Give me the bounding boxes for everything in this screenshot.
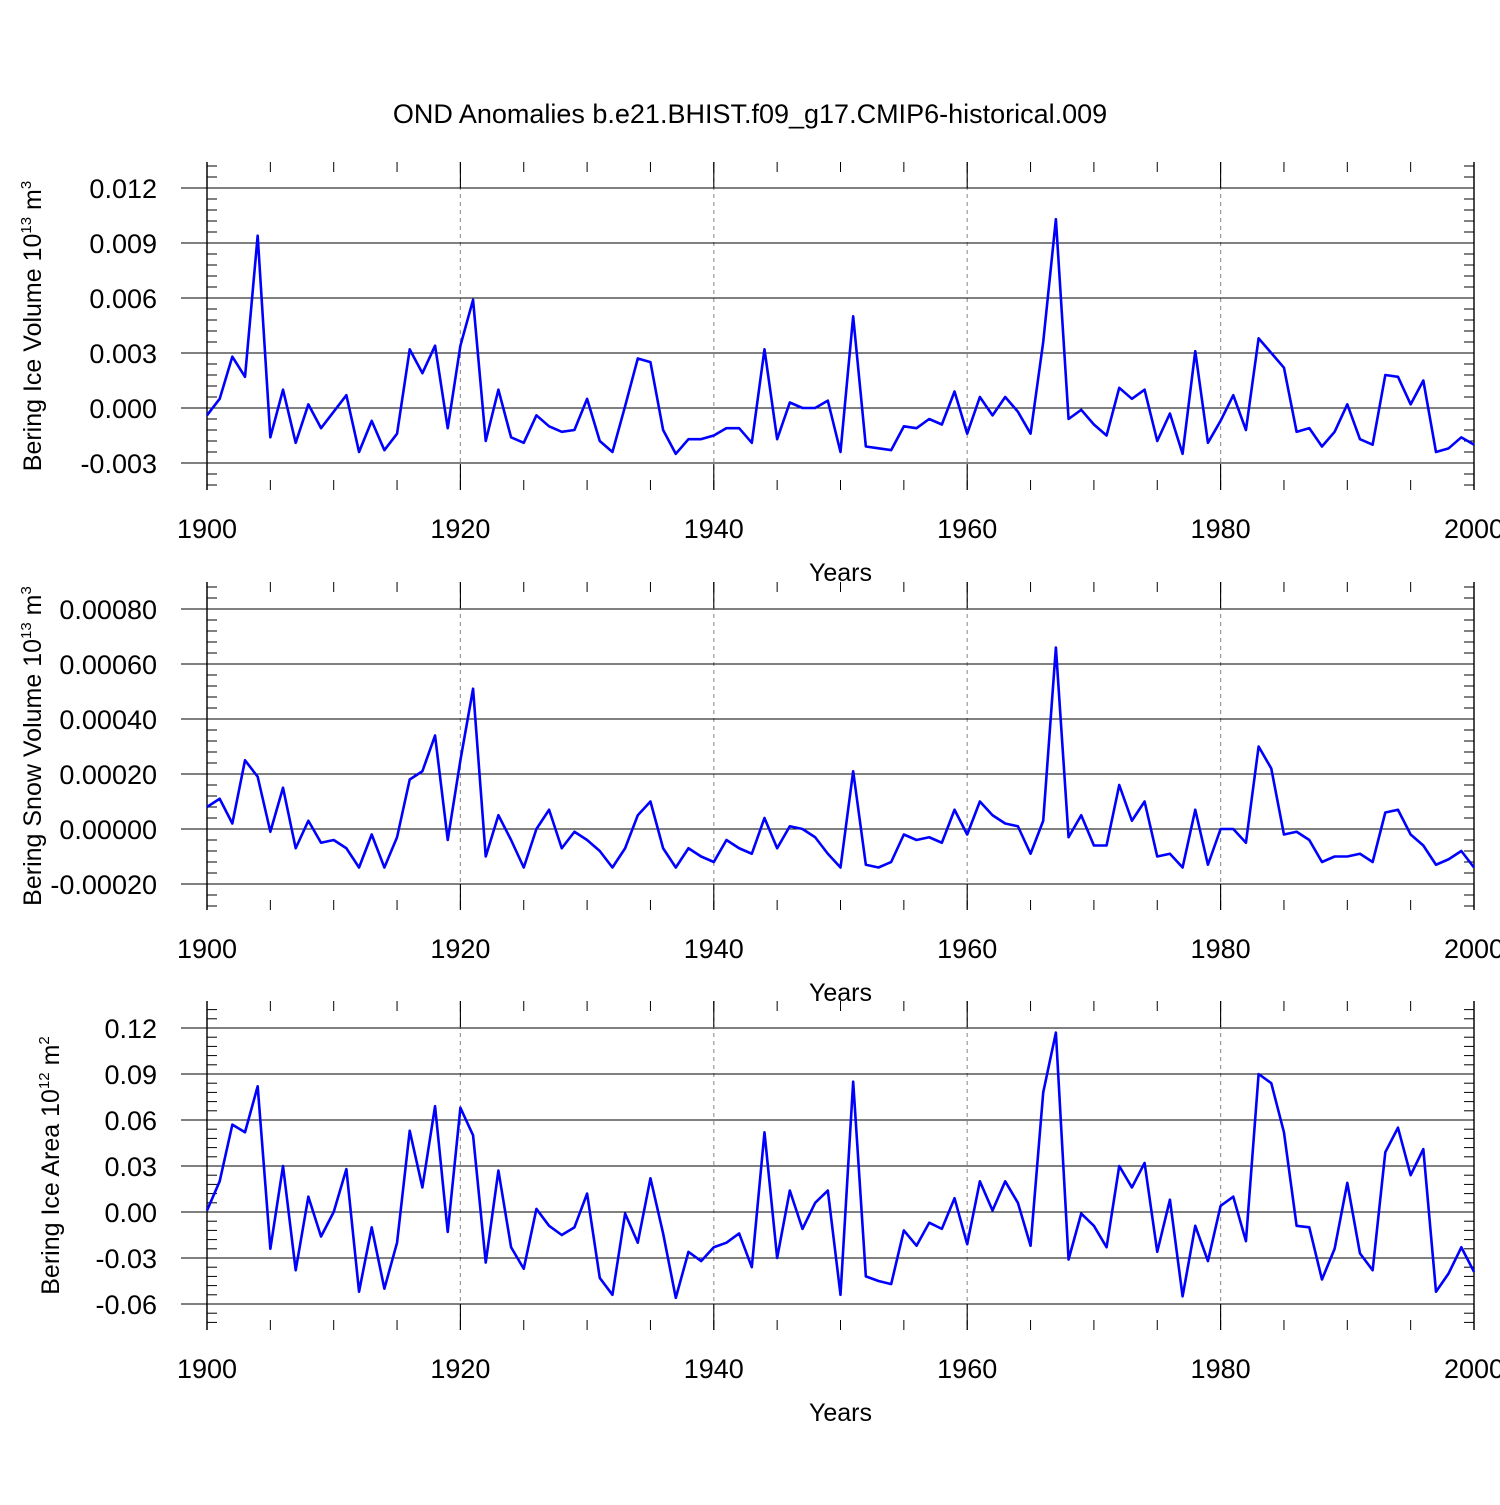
- y-axis-title-unit-exponent: 3: [18, 181, 35, 189]
- panel-snow-volume: -0.00020 0.00000 0.00020 0.00040 0.00060 0.00…: [18, 582, 1500, 1007]
- y-tick-label: 0.00080: [59, 595, 157, 625]
- x-tick-label: 1960: [937, 514, 997, 544]
- y-tick-label: 0.00000: [59, 815, 157, 845]
- x-axis-title: Years: [809, 1399, 872, 1427]
- x-tick-label: 2000: [1444, 1354, 1500, 1384]
- y-tick-label: 0.00040: [59, 705, 157, 735]
- y-tick-label: -0.003: [80, 449, 157, 479]
- y-tick-label: 0.003: [89, 339, 157, 369]
- y-axis-title: Bering Snow Volume 1013 m3: [18, 586, 47, 906]
- y-tick-label: 0.03: [104, 1152, 157, 1182]
- x-tick-label: 1920: [430, 514, 490, 544]
- y-tick-label: 0.012: [89, 174, 157, 204]
- y-axis-title-exponent: 12: [36, 1072, 53, 1089]
- y-tick-label: -0.06: [95, 1290, 157, 1320]
- x-tick-label: 1900: [177, 1354, 237, 1384]
- y-tick-label: 0.00020: [59, 760, 157, 790]
- y-axis-title-exponent: 13: [18, 622, 35, 639]
- x-tick-label: 2000: [1444, 934, 1500, 964]
- y-tick-label: 0.009: [89, 229, 157, 259]
- panel-ice-area: -0.06 -0.03 0.00 0.03 0.06 0.09 0.12 1900 1920 19…: [36, 1001, 1500, 1427]
- x-tick-label: 1940: [684, 1354, 744, 1384]
- y-axis-title-unit: m: [19, 189, 47, 217]
- series-line: [206, 646, 1476, 869]
- x-tick-label: 1900: [177, 514, 237, 544]
- y-tick-label: 0.00: [104, 1198, 157, 1228]
- x-tick-label: 1980: [1191, 1354, 1251, 1384]
- y-axis-title-text: Bering Ice Volume 10: [19, 234, 47, 472]
- panel-ice-volume: -0.003 0.000 0.003 0.006 0.009 0.012 1900 1920 1…: [18, 162, 1500, 587]
- y-axis-title-text: Bering Snow Volume 10: [19, 639, 47, 906]
- y-axis-title-text: Bering Ice Area 10: [37, 1089, 65, 1295]
- x-tick-label: 1900: [177, 934, 237, 964]
- y-tick-label: 0.000: [89, 394, 157, 424]
- y-tick-label: -0.00020: [50, 870, 157, 900]
- y-tick-label: -0.03: [95, 1244, 157, 1274]
- figure-title: OND Anomalies b.e21.BHIST.f09_g17.CMIP6-…: [393, 99, 1107, 129]
- y-axis-title: Bering Ice Area 1012 m2: [36, 1036, 65, 1295]
- y-axis-title: Bering Ice Volume 1013 m3: [18, 181, 47, 471]
- x-tick-label: 1980: [1191, 514, 1251, 544]
- y-axis-title-unit-exponent: 3: [18, 586, 35, 594]
- series-line: [205, 1031, 1476, 1300]
- x-tick-label: 1980: [1191, 934, 1251, 964]
- x-tick-label: 1960: [937, 1354, 997, 1384]
- y-tick-label: 0.06: [104, 1106, 157, 1136]
- x-tick-label: 2000: [1444, 514, 1500, 544]
- y-tick-label: 0.00060: [59, 650, 157, 680]
- x-tick-label: 1960: [937, 934, 997, 964]
- x-tick-label: 1920: [430, 1354, 490, 1384]
- y-tick-label: 0.12: [104, 1014, 157, 1044]
- y-axis-title-exponent: 13: [18, 217, 35, 234]
- x-tick-label: 1940: [684, 934, 744, 964]
- y-tick-label: 0.09: [104, 1060, 157, 1090]
- x-tick-label: 1940: [684, 514, 744, 544]
- x-tick-label: 1920: [430, 934, 490, 964]
- y-axis-title-unit: m: [19, 595, 47, 623]
- y-axis-title-unit-exponent: 2: [36, 1036, 53, 1044]
- y-tick-label: 0.006: [89, 284, 157, 314]
- y-axis-title-unit: m: [37, 1045, 65, 1073]
- series-line: [205, 217, 1475, 456]
